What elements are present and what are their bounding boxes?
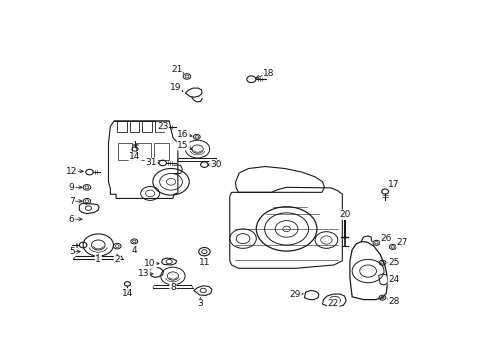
Text: 13: 13 — [138, 269, 149, 278]
Text: 16: 16 — [177, 130, 188, 139]
Bar — [117, 121, 126, 132]
Text: 4: 4 — [131, 246, 137, 255]
Text: 11: 11 — [198, 258, 210, 267]
Bar — [154, 121, 164, 132]
Bar — [142, 121, 151, 132]
Bar — [129, 121, 139, 132]
Text: 28: 28 — [387, 297, 399, 306]
Bar — [154, 143, 168, 159]
Text: 30: 30 — [209, 160, 221, 169]
Text: 31: 31 — [145, 158, 157, 167]
Text: 20: 20 — [338, 210, 349, 219]
Text: 3: 3 — [197, 299, 203, 308]
Bar — [136, 143, 150, 159]
Text: 1: 1 — [95, 256, 101, 265]
Text: 22: 22 — [327, 299, 338, 308]
Text: 19: 19 — [169, 83, 181, 92]
Text: 5: 5 — [69, 247, 75, 256]
Text: 27: 27 — [396, 238, 407, 247]
Text: 21: 21 — [171, 65, 182, 74]
Text: 15: 15 — [177, 141, 188, 150]
Bar — [118, 143, 132, 159]
Text: 14: 14 — [129, 152, 141, 161]
Text: 23: 23 — [157, 122, 168, 131]
Text: 8: 8 — [170, 283, 176, 292]
Text: 29: 29 — [289, 291, 301, 300]
Text: 9: 9 — [69, 183, 75, 192]
Text: 26: 26 — [380, 234, 391, 243]
Text: 10: 10 — [144, 259, 156, 268]
Text: 25: 25 — [387, 258, 399, 267]
Text: 12: 12 — [66, 167, 77, 176]
Text: 24: 24 — [387, 275, 399, 284]
Text: 14: 14 — [122, 289, 133, 298]
Text: 18: 18 — [263, 69, 274, 78]
Text: 2: 2 — [114, 256, 120, 265]
Text: 6: 6 — [69, 215, 75, 224]
Text: 7: 7 — [69, 197, 75, 206]
Text: 17: 17 — [387, 180, 399, 189]
